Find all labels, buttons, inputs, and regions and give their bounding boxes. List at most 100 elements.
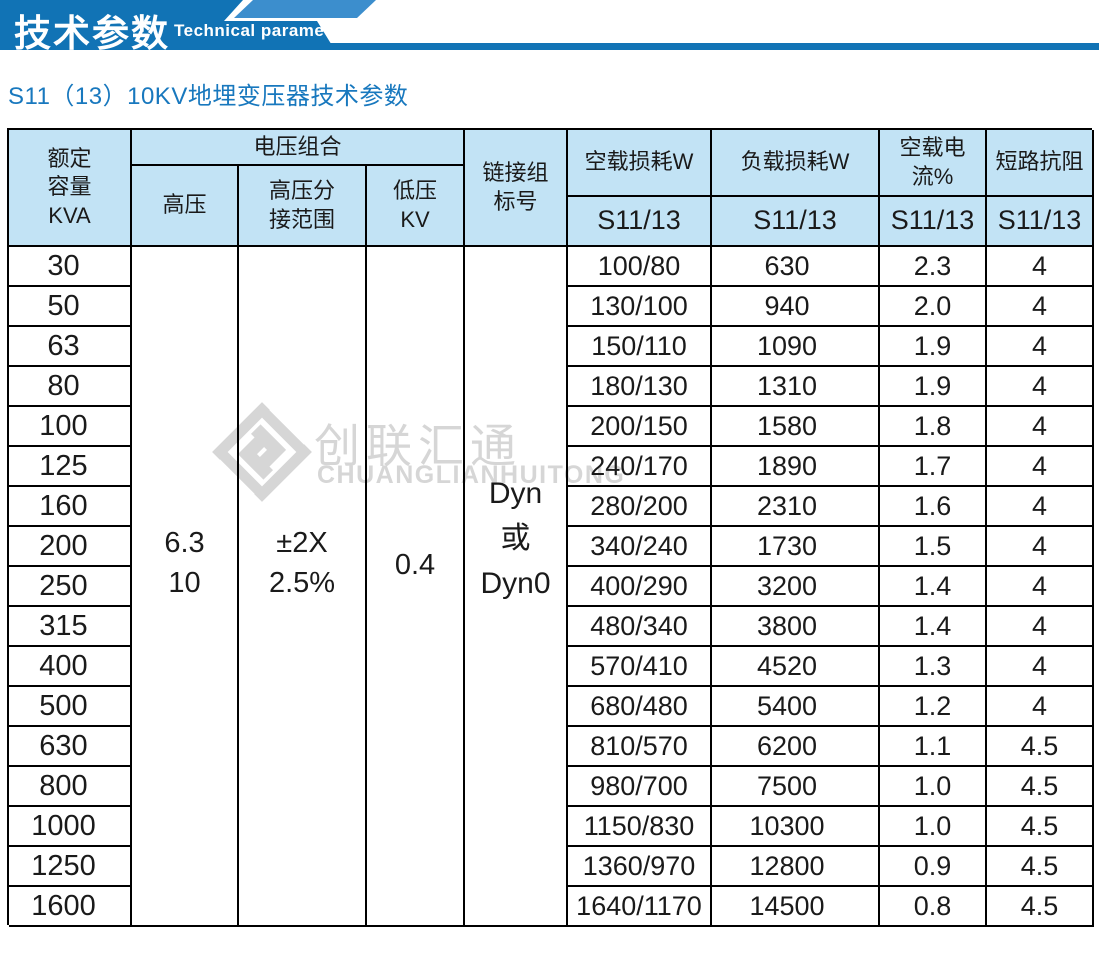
no-load-current-cell: 1.4 (880, 567, 987, 607)
capacity-cell: 80 (9, 367, 132, 407)
no-load-loss-cell: 200/150 (568, 407, 712, 447)
impedance-cell: 4 (987, 447, 1094, 487)
load-loss-cell: 3800 (712, 607, 880, 647)
no-load-loss-cell: 680/480 (568, 687, 712, 727)
impedance-cell: 4.5 (987, 727, 1094, 767)
parameters-table: 额定 容量 KVA 电压组合 高压 高压分 接范围 低压 KV 链接组 标号 空… (7, 128, 1094, 927)
subheader-impedance: S11/13 (987, 197, 1094, 247)
no-load-loss-cell: 130/100 (568, 287, 712, 327)
no-load-loss-cell: 480/340 (568, 607, 712, 647)
load-loss-cell: 1730 (712, 527, 880, 567)
header-load-loss: 负载损耗W (712, 130, 880, 197)
no-load-loss-cell: 1150/830 (568, 807, 712, 847)
impedance-cell: 4.5 (987, 847, 1094, 887)
capacity-cell: 1600 (9, 887, 132, 927)
load-loss-cell: 630 (712, 247, 880, 287)
banner-title-zh: 技术参数 (14, 13, 170, 54)
capacity-cell: 50 (9, 287, 132, 327)
capacity-cell: 500 (9, 687, 132, 727)
no-load-loss-cell: 1360/970 (568, 847, 712, 887)
no-load-current-cell: 1.8 (880, 407, 987, 447)
impedance-cell: 4 (987, 607, 1094, 647)
impedance-cell: 4 (987, 647, 1094, 687)
watermark-text-en: CHUANGLIANHUITONG (317, 461, 626, 489)
capacity-cell: 1250 (9, 847, 132, 887)
impedance-cell: 4 (987, 367, 1094, 407)
impedance-cell: 4.5 (987, 807, 1094, 847)
capacity-cell: 63 (9, 327, 132, 367)
merged-vector-group-value: Dyn 或 Dyn0 (465, 247, 568, 927)
no-load-loss-cell: 980/700 (568, 767, 712, 807)
no-load-current-cell: 1.9 (880, 367, 987, 407)
subheader-no-load-current: S11/13 (880, 197, 987, 247)
impedance-cell: 4 (987, 527, 1094, 567)
header-no-load-loss: 空载损耗W (568, 130, 712, 197)
impedance-cell: 4 (987, 247, 1094, 287)
capacity-cell: 160 (9, 487, 132, 527)
header-hv-tap-range: 高压分 接范围 (239, 166, 367, 247)
watermark-text-zh: 创联汇通 (314, 420, 522, 472)
subheader-no-load-loss: S11/13 (568, 197, 712, 247)
capacity-cell: 315 (9, 607, 132, 647)
capacity-cell: 250 (9, 567, 132, 607)
subheader-load-loss: S11/13 (712, 197, 880, 247)
capacity-cell: 100 (9, 407, 132, 447)
capacity-cell: 125 (9, 447, 132, 487)
impedance-cell: 4 (987, 327, 1094, 367)
no-load-current-cell: 2.3 (880, 247, 987, 287)
load-loss-cell: 7500 (712, 767, 880, 807)
no-load-current-cell: 1.6 (880, 487, 987, 527)
capacity-cell: 30 (9, 247, 132, 287)
no-load-loss-cell: 280/200 (568, 487, 712, 527)
load-loss-cell: 10300 (712, 807, 880, 847)
capacity-cell: 1000 (9, 807, 132, 847)
header-vector-group: 链接组 标号 (465, 130, 568, 247)
banner-ribbon-shape (0, 0, 1099, 50)
merged-high-voltage-value: 6.3 10 (132, 247, 239, 927)
merged-low-voltage-value: 0.4 (367, 247, 465, 927)
no-load-loss-cell: 180/130 (568, 367, 712, 407)
header-high-voltage: 高压 (132, 166, 239, 247)
impedance-cell: 4 (987, 687, 1094, 727)
page-title: S11（13）10KV地埋变压器技术参数 (8, 83, 409, 110)
no-load-loss-cell: 150/110 (568, 327, 712, 367)
header-rated-capacity: 额定 容量 KVA (9, 130, 132, 247)
load-loss-cell: 1890 (712, 447, 880, 487)
merged-hv-tap-range-value: ±2X 2.5% (239, 247, 367, 927)
load-loss-cell: 3200 (712, 567, 880, 607)
header-voltage-combo: 电压组合 (132, 130, 465, 166)
impedance-cell: 4.5 (987, 887, 1094, 927)
no-load-loss-cell: 240/170 (568, 447, 712, 487)
capacity-cell: 200 (9, 527, 132, 567)
banner-title-en: Technical parameter (174, 21, 348, 40)
load-loss-cell: 1310 (712, 367, 880, 407)
load-loss-cell: 1090 (712, 327, 880, 367)
impedance-cell: 4 (987, 407, 1094, 447)
no-load-loss-cell: 570/410 (568, 647, 712, 687)
capacity-cell: 400 (9, 647, 132, 687)
load-loss-cell: 5400 (712, 687, 880, 727)
no-load-current-cell: 1.3 (880, 647, 987, 687)
no-load-loss-cell: 810/570 (568, 727, 712, 767)
no-load-current-cell: 1.2 (880, 687, 987, 727)
no-load-current-cell: 0.9 (880, 847, 987, 887)
capacity-cell: 630 (9, 727, 132, 767)
load-loss-cell: 940 (712, 287, 880, 327)
no-load-loss-cell: 1640/1170 (568, 887, 712, 927)
no-load-current-cell: 0.8 (880, 887, 987, 927)
no-load-current-cell: 1.9 (880, 327, 987, 367)
load-loss-cell: 6200 (712, 727, 880, 767)
no-load-current-cell: 1.1 (880, 727, 987, 767)
no-load-current-cell: 1.7 (880, 447, 987, 487)
section-banner: 技术参数 Technical parameter (0, 0, 1099, 54)
header-no-load-current: 空载电流% (880, 130, 987, 197)
load-loss-cell: 1580 (712, 407, 880, 447)
header-impedance: 短路抗阻 (987, 130, 1094, 197)
no-load-loss-cell: 100/80 (568, 247, 712, 287)
no-load-current-cell: 2.0 (880, 287, 987, 327)
no-load-loss-cell: 400/290 (568, 567, 712, 607)
impedance-cell: 4 (987, 287, 1094, 327)
impedance-cell: 4.5 (987, 767, 1094, 807)
impedance-cell: 4 (987, 487, 1094, 527)
